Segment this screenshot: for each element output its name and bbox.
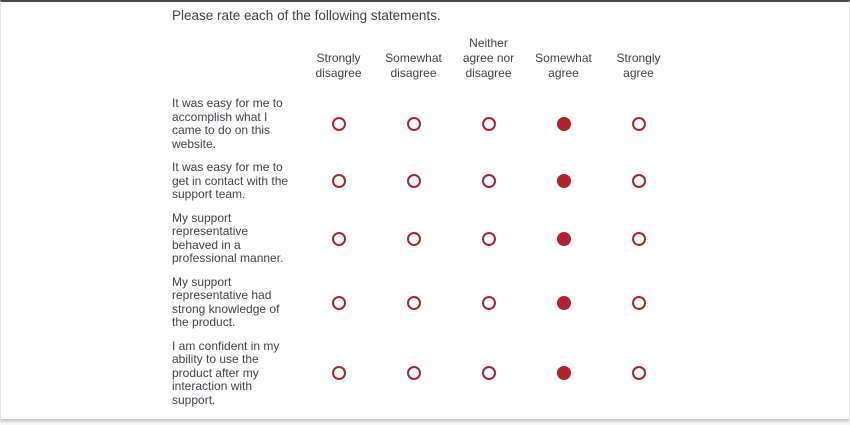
radio-cell xyxy=(301,295,376,310)
statement-label: It was easy for me to accomplish what I … xyxy=(172,96,283,151)
matrix-row-3: My support representative behaved in a p… xyxy=(172,210,849,266)
radio-option-row2-col4-selected[interactable] xyxy=(556,174,571,189)
radio-cell xyxy=(376,231,451,246)
radio-option-row5-col1[interactable] xyxy=(331,366,346,381)
radio-cell xyxy=(601,117,676,131)
radio-option-row2-col3[interactable] xyxy=(481,174,496,189)
column-header-2: Somewhat disagree xyxy=(385,51,442,80)
radio-option-row2-col2[interactable] xyxy=(406,174,421,189)
column-header-1: Strongly disagree xyxy=(315,51,362,80)
radio-cell xyxy=(301,174,376,189)
radio-cell xyxy=(526,231,601,246)
matrix-question: Please rate each of the following statem… xyxy=(1,2,849,407)
radio-option-row5-col3[interactable] xyxy=(481,366,496,381)
radio-cell xyxy=(601,295,676,310)
radio-option-row1-col2[interactable] xyxy=(406,117,421,131)
radio-cell xyxy=(301,231,376,246)
column-header-3: Neither agree nor disagree xyxy=(462,36,515,80)
radio-option-row5-col4-selected[interactable] xyxy=(556,366,571,381)
statement-label: I am confident in my ability to use the … xyxy=(172,338,280,407)
radio-cell xyxy=(301,117,376,131)
radio-option-row4-col2[interactable] xyxy=(406,295,421,310)
radio-cell xyxy=(526,117,601,131)
radio-option-row3-col2[interactable] xyxy=(406,231,421,246)
radio-option-row3-col5[interactable] xyxy=(631,231,646,246)
radio-option-row1-col5[interactable] xyxy=(631,117,646,131)
radio-cell xyxy=(376,295,451,310)
radio-option-row4-col3[interactable] xyxy=(481,295,496,310)
radio-cell xyxy=(301,366,376,381)
statement-label: It was easy for me to get in contact wit… xyxy=(172,160,289,201)
matrix-row-5: I am confident in my ability to use the … xyxy=(172,338,849,408)
column-header-4: Somewhat agree xyxy=(535,51,592,80)
statement-label: My support representative behaved in a p… xyxy=(172,210,284,265)
radio-cell xyxy=(451,295,526,310)
radio-option-row1-col4-selected[interactable] xyxy=(556,117,571,131)
statement-label: My support representative had strong kno… xyxy=(172,274,280,329)
radio-cell xyxy=(526,366,601,381)
radio-cell xyxy=(451,366,526,381)
radio-option-row3-col4-selected[interactable] xyxy=(556,231,571,246)
radio-option-row4-col5[interactable] xyxy=(631,295,646,310)
matrix-header-row: Strongly disagree Somewhat disagree Neithe… xyxy=(172,36,849,81)
radio-option-row5-col5[interactable] xyxy=(631,366,646,381)
radio-cell xyxy=(526,295,601,310)
column-header-5: Strongly agree xyxy=(616,51,661,80)
radio-cell xyxy=(601,366,676,381)
matrix-row-4: My support representative had strong kno… xyxy=(172,274,849,330)
likert-matrix: Strongly disagree Somewhat disagree Neithe… xyxy=(172,36,849,407)
radio-option-row2-col1[interactable] xyxy=(331,174,346,189)
radio-option-row2-col5[interactable] xyxy=(631,174,646,189)
matrix-row-2: It was easy for me to get in contact wit… xyxy=(172,160,849,202)
radio-option-row3-col3[interactable] xyxy=(481,231,496,246)
radio-cell xyxy=(451,174,526,189)
matrix-rows: It was easy for me to accomplish what I … xyxy=(172,96,849,408)
radio-option-row4-col4-selected[interactable] xyxy=(556,295,571,310)
matrix-row-1: It was easy for me to accomplish what I … xyxy=(172,96,849,151)
radio-cell xyxy=(451,231,526,246)
radio-cell xyxy=(601,231,676,246)
radio-option-row5-col2[interactable] xyxy=(406,366,421,381)
radio-cell xyxy=(376,366,451,381)
question-title: Please rate each of the following statem… xyxy=(172,8,441,23)
radio-cell xyxy=(451,117,526,131)
radio-option-row4-col1[interactable] xyxy=(331,295,346,310)
radio-cell xyxy=(601,174,676,189)
radio-option-row1-col1[interactable] xyxy=(331,117,346,131)
radio-option-row3-col1[interactable] xyxy=(331,231,346,246)
radio-cell xyxy=(376,174,451,189)
radio-cell xyxy=(376,117,451,131)
radio-cell xyxy=(526,174,601,189)
radio-option-row1-col3[interactable] xyxy=(481,117,496,131)
